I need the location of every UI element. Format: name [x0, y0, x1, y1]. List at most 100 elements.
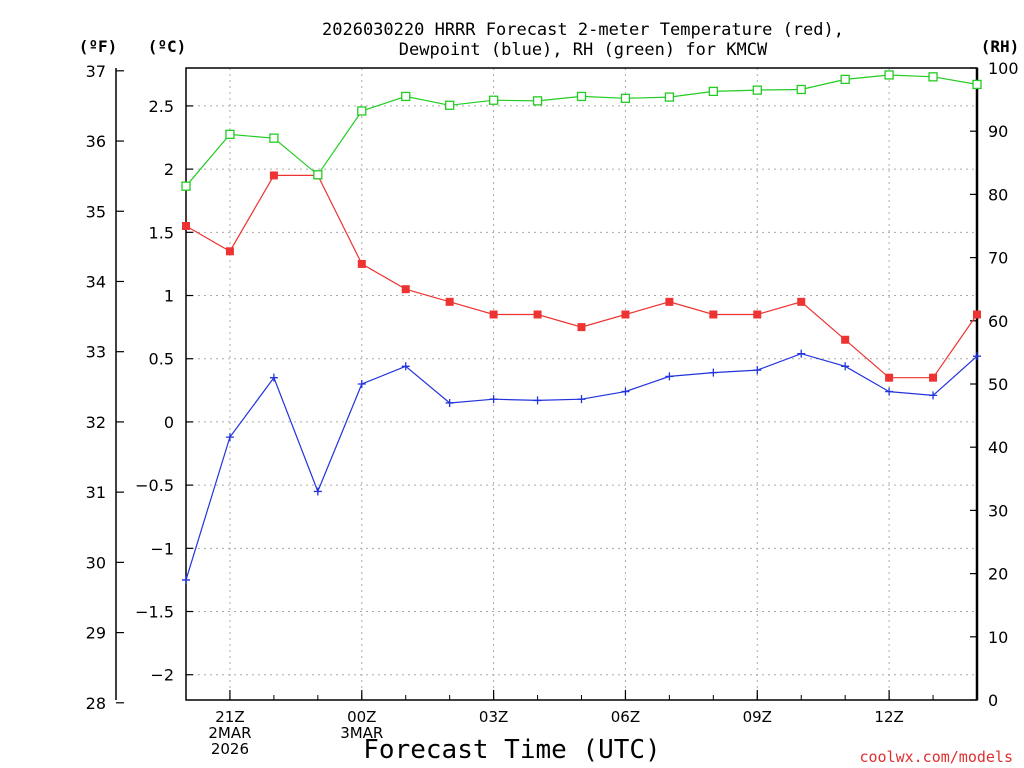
tick-label-celsius: −1 — [150, 539, 174, 558]
data-series — [181, 70, 982, 584]
tick-label-celsius: −1.5 — [135, 603, 174, 622]
data-point-dewpoint — [445, 398, 454, 407]
data-point-dewpoint — [929, 391, 938, 400]
data-point-temperature — [753, 310, 762, 319]
tick-label-celsius: 2 — [164, 160, 174, 179]
data-point-dewpoint — [973, 352, 981, 361]
tick-label-fahrenheit: 37 — [86, 62, 106, 81]
data-point-temperature — [182, 222, 190, 230]
tick-label-fahrenheit: 34 — [86, 272, 106, 291]
tick-label-fahrenheit: 35 — [86, 202, 106, 221]
tick-label-celsius: 0 — [164, 413, 174, 432]
data-point-dewpoint — [797, 349, 806, 358]
data-point-temperature — [445, 297, 454, 306]
tick-label-fahrenheit: 30 — [86, 553, 106, 572]
data-point-rh — [488, 95, 499, 105]
tick-label-fahrenheit: 28 — [86, 694, 106, 713]
data-point-temperature — [489, 310, 498, 319]
data-point-temperature — [885, 373, 894, 382]
tick-labels: 28 29 30 31 32 33 34 35 36 37 −2 −1.5 −1 −0.5 0 0.5 1 1.5… — [86, 59, 1019, 758]
tick-label-x-date: 2MAR — [208, 724, 251, 742]
data-point-temperature — [225, 247, 234, 256]
data-point-temperature — [841, 335, 850, 344]
tick-label-rh: 80 — [988, 185, 1008, 204]
data-point-rh — [357, 106, 367, 116]
data-point-temperature — [797, 297, 806, 306]
data-point-temperature — [665, 297, 674, 306]
tick-label-x-time: 09Z — [743, 708, 772, 726]
data-point-dewpoint — [225, 433, 234, 442]
tick-label-rh: 90 — [988, 122, 1008, 141]
tick-label-rh: 0 — [988, 691, 998, 710]
data-point-temperature — [577, 323, 586, 332]
data-point-rh — [840, 74, 850, 85]
data-point-rh — [752, 85, 762, 95]
data-point-dewpoint — [885, 387, 894, 396]
data-point-rh — [181, 181, 191, 191]
data-point-dewpoint — [753, 366, 762, 375]
data-point-rh — [225, 129, 235, 140]
data-point-rh — [796, 84, 806, 95]
data-point-rh — [884, 70, 894, 80]
tick-label-fahrenheit: 33 — [86, 343, 106, 362]
tick-label-celsius: −0.5 — [135, 476, 174, 495]
data-point-rh — [313, 170, 323, 180]
x-axis-label: Forecast Time (UTC) — [363, 735, 660, 765]
data-point-rh — [532, 96, 543, 106]
left-axis-unit-fahrenheit: (ºF) — [79, 37, 118, 56]
data-point-dewpoint — [665, 372, 674, 381]
data-point-rh — [401, 91, 411, 102]
data-point-dewpoint — [533, 396, 542, 405]
data-point-dewpoint — [269, 373, 278, 382]
data-point-dewpoint — [577, 395, 586, 404]
tick-label-rh: 50 — [988, 375, 1008, 394]
data-point-dewpoint — [709, 368, 718, 377]
data-point-temperature — [401, 285, 410, 294]
data-point-rh — [928, 72, 938, 82]
data-point-rh — [972, 79, 982, 90]
data-point-dewpoint — [841, 362, 850, 371]
tick-label-x-time: 21Z — [215, 708, 244, 726]
data-point-rh — [576, 91, 587, 102]
chart-title-line1: 2026030220 HRRR Forecast 2-meter Tempera… — [322, 20, 844, 40]
data-point-temperature — [269, 171, 278, 180]
series-line-dewpoint — [185, 353, 978, 581]
tick-label-x-time: 12Z — [874, 708, 903, 726]
data-point-rh — [620, 93, 631, 103]
data-point-rh — [269, 133, 279, 143]
data-point-dewpoint — [182, 575, 190, 584]
tick-label-celsius: 1 — [164, 287, 174, 306]
tick-label-x-time: 03Z — [479, 708, 508, 726]
tick-label-celsius: 1.5 — [149, 223, 174, 242]
data-point-temperature — [357, 259, 366, 268]
data-point-temperature — [533, 310, 542, 319]
right-axis-unit-rh: (RH) — [981, 37, 1020, 56]
data-point-dewpoint — [357, 380, 366, 388]
data-point-dewpoint — [489, 395, 498, 404]
chart-title-line2: Dewpoint (blue), RH (green) for KMCW — [399, 40, 768, 60]
data-point-temperature — [929, 373, 938, 382]
tick-label-rh: 100 — [988, 59, 1019, 78]
series-line-temperature — [185, 174, 978, 379]
data-point-rh — [664, 92, 675, 102]
source-credit: coolwx.com/models — [859, 748, 1013, 766]
data-point-temperature — [621, 310, 630, 319]
data-point-temperature — [973, 310, 981, 319]
tick-label-fahrenheit: 29 — [86, 624, 106, 643]
tick-label-rh: 40 — [988, 438, 1008, 457]
data-point-dewpoint — [313, 487, 322, 496]
tick-label-fahrenheit: 36 — [86, 132, 106, 151]
tick-label-fahrenheit: 32 — [86, 413, 106, 432]
tick-label-rh: 70 — [988, 249, 1008, 268]
tick-label-x-date: 3MAR — [340, 724, 383, 742]
tick-label-rh: 20 — [988, 565, 1008, 584]
data-point-dewpoint — [401, 362, 410, 371]
tick-label-rh: 60 — [988, 312, 1008, 331]
tick-label-x-date: 2026 — [211, 740, 249, 758]
left-axis-unit-celsius: (ºC) — [148, 37, 187, 56]
tick-label-fahrenheit: 31 — [86, 483, 106, 502]
plot-frame — [185, 67, 978, 701]
tick-label-x-time: 06Z — [611, 708, 640, 726]
tick-label-celsius: 0.5 — [149, 350, 174, 369]
